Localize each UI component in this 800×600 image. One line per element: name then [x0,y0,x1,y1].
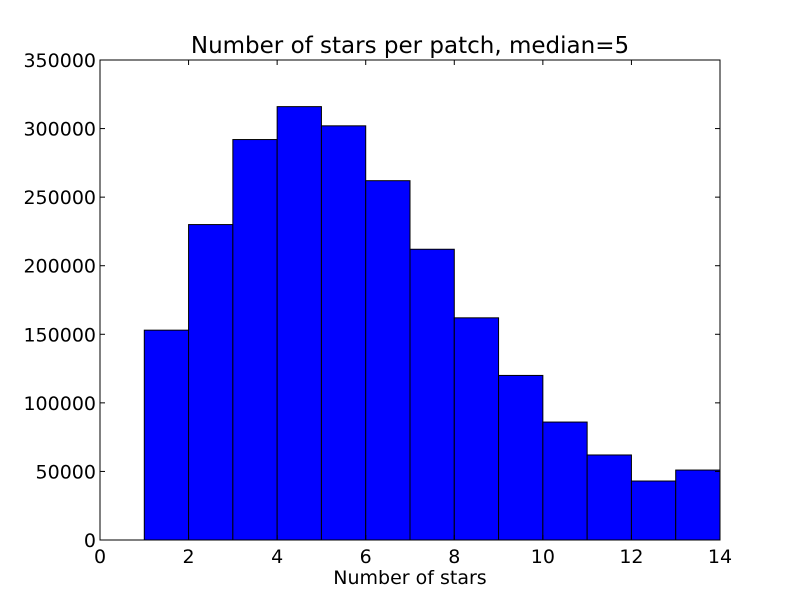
chart-title: Number of stars per patch, median=5 [191,33,629,59]
x-tick-label-7: 14 [708,546,732,568]
histogram-bar-1 [143,329,190,541]
x-tick-label-2: 4 [271,546,283,568]
y-tick-label-2: 100000 [23,393,96,415]
x-tick-label-0: 0 [94,546,106,568]
x-axis-title: Number of stars [333,567,486,589]
histogram-bar-11 [586,454,632,541]
histogram-bar-8 [453,317,500,541]
x-tick-label-4: 8 [448,546,460,568]
histogram-bar-6 [365,180,411,541]
bars-group [143,106,721,541]
histogram-bar-13 [675,469,721,541]
y-tick-label-6: 300000 [23,119,96,141]
ticks-group: 0 2 4 6 8 10 12 14 0 50000 100000 150000 200000 25000… [23,50,732,568]
histogram-bar-12 [630,480,677,541]
histogram-bar-3 [232,139,278,541]
x-tick-label-5: 10 [531,546,555,568]
histogram-bar-4 [276,106,322,541]
x-tick-label-3: 6 [360,546,372,568]
y-tick-label-1: 50000 [36,461,96,483]
y-tick-label-0: 0 [84,530,96,552]
histogram-bar-9 [498,374,544,541]
x-tick-label-1: 2 [183,546,195,568]
histogram-bar-2 [188,224,234,541]
histogram-bar-7 [409,248,455,541]
plot-frame [99,59,721,541]
y-tick-label-3: 150000 [23,324,96,346]
y-tick-label-7: 350000 [23,50,96,72]
x-tick-label-6: 12 [619,546,643,568]
y-tick-label-5: 250000 [23,187,96,209]
histogram-bar-5 [320,125,367,541]
histogram-bar-10 [542,421,588,541]
y-tick-label-4: 200000 [23,256,96,278]
